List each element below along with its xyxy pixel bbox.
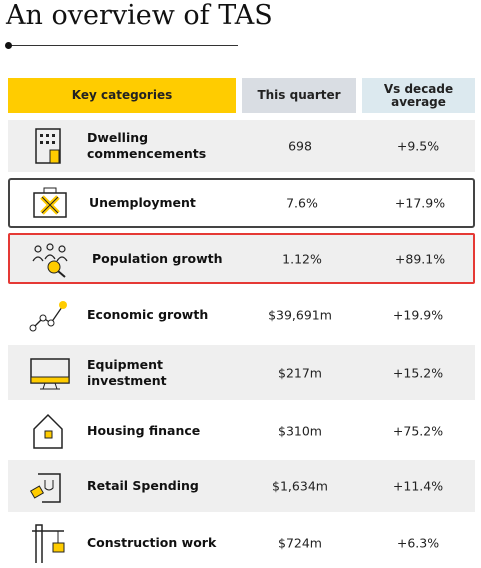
category: Economic growth [87, 307, 209, 322]
title-dot [5, 42, 12, 49]
vs-decade: +89.1% [394, 251, 446, 266]
category: Construction work [87, 534, 217, 550]
table-row[interactable]: Population growth 1.12% +89.1% [8, 233, 475, 284]
category: Unemployment [89, 195, 196, 210]
category: Housing finance [87, 423, 201, 438]
vs-decade: +75.2% [392, 423, 444, 439]
this-quarter: $724m [278, 535, 322, 550]
title-rule [8, 45, 238, 46]
this-quarter: $1,634m [272, 478, 328, 494]
this-quarter: $217m [278, 365, 322, 380]
this-quarter: 1.12% [282, 251, 322, 266]
page-title: An overview of TAS [6, 0, 273, 31]
table-row: Economic growth $39,691m +19.9% [8, 290, 475, 340]
icon [33, 413, 63, 449]
header-cell: Vs decade average [362, 78, 475, 113]
table-row: Housing finance $310m +75.2% [8, 405, 475, 457]
category: Equipment investment [87, 356, 167, 388]
this-quarter: 7.6% [286, 195, 318, 211]
icon [32, 242, 68, 278]
icon [29, 301, 67, 332]
table-row[interactable]: Unemployment 7.6% +17.9% [8, 178, 475, 228]
vs-decade: +11.4% [392, 478, 444, 494]
header-cell: This quarter [242, 78, 356, 113]
vs-decade: +6.3% [396, 535, 440, 550]
category: Dwelling commencements [87, 130, 207, 161]
icon [32, 523, 65, 563]
category: Population growth [92, 250, 223, 266]
table-row: Construction work $724m +6.3% [8, 517, 475, 568]
vs-decade: +19.9% [392, 307, 444, 323]
icon [29, 473, 61, 503]
category: Retail Spending [87, 478, 199, 493]
table-row: Dwelling commencements 698 +9.5% [8, 120, 475, 172]
vs-decade: +9.5% [396, 138, 440, 154]
table-row: Retail Spending $1,634m +11.4% [8, 460, 475, 512]
header-cell: Key categories [8, 78, 236, 113]
this-quarter: $310m [278, 423, 322, 439]
table-row: Equipment investment $217m +15.2% [8, 345, 475, 400]
this-quarter: 698 [288, 138, 312, 154]
icon [33, 187, 67, 218]
vs-decade: +15.2% [392, 365, 444, 380]
vs-decade: +17.9% [394, 195, 446, 211]
this-quarter: $39,691m [268, 307, 332, 323]
icon [30, 357, 70, 389]
icon [35, 128, 61, 164]
